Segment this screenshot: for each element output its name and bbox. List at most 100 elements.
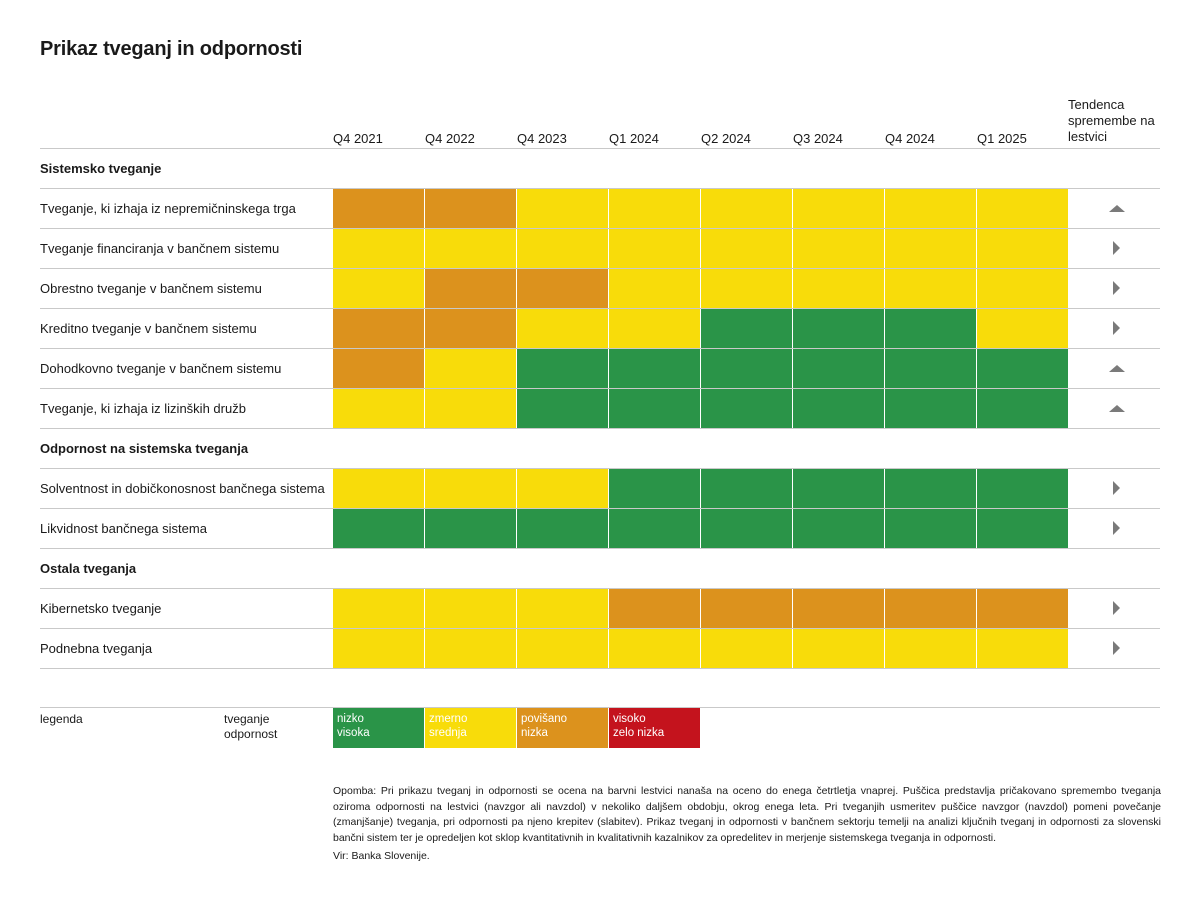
heatmap-cell-green <box>793 309 884 348</box>
trend-header: Tendenca spremembe na lestvici <box>1068 97 1155 144</box>
arrow-right-icon <box>1113 321 1120 335</box>
heatmap-cell-green <box>701 349 792 388</box>
heatmap-cell-yellow <box>517 229 608 268</box>
heatmap-cell-green <box>609 349 700 388</box>
heatmap-cell-yellow <box>701 189 792 228</box>
heatmap-cell-yellow <box>609 189 700 228</box>
heatmap-cell-yellow <box>609 309 700 348</box>
heatmap-cell-orange <box>701 589 792 628</box>
heatmap-cell-yellow <box>517 629 608 668</box>
legend-risk-label: zmerno <box>429 713 468 725</box>
legend-risk-label: nizko <box>337 713 364 725</box>
legend-row-tveganje: tveganje <box>224 712 270 726</box>
grid-line <box>40 588 1160 589</box>
heatmap-cell-green <box>793 389 884 428</box>
arrow-right-icon <box>1113 281 1120 295</box>
legend-swatch-green: nizko visoka <box>333 708 424 748</box>
section-heading: Ostala tveganja <box>40 561 137 576</box>
row-label: Solventnost in dobičkonosnost bančnega s… <box>40 481 325 496</box>
heatmap-cell-orange <box>517 269 608 308</box>
column-header: Q1 2025 <box>977 131 1027 146</box>
heatmap-cell-yellow <box>977 309 1068 348</box>
row-label: Tveganje, ki izhaja iz nepremičninskega … <box>40 201 296 216</box>
arrow-right-icon <box>1113 521 1120 535</box>
heatmap-cell-orange <box>977 589 1068 628</box>
heatmap-cell-orange <box>609 589 700 628</box>
column-header: Q1 2024 <box>609 131 659 146</box>
row-label: Likvidnost bančnega sistema <box>40 521 207 536</box>
heatmap-cell-yellow <box>609 229 700 268</box>
heatmap-cell-yellow <box>333 269 424 308</box>
column-header: Q4 2021 <box>333 131 383 146</box>
arrow-right-icon <box>1113 601 1120 615</box>
heatmap-cell-orange <box>425 309 516 348</box>
heatmap-cell-yellow <box>333 629 424 668</box>
column-header: Q2 2024 <box>701 131 751 146</box>
heatmap-cell-green <box>701 509 792 548</box>
heatmap-cell-green <box>609 509 700 548</box>
heatmap-cell-yellow <box>517 309 608 348</box>
heatmap-cell-green <box>885 309 976 348</box>
heatmap-cell-green <box>793 469 884 508</box>
heatmap-cell-yellow <box>701 229 792 268</box>
arrow-right-icon <box>1113 481 1120 495</box>
column-header: Q4 2024 <box>885 131 935 146</box>
heatmap-cell-yellow <box>977 269 1068 308</box>
grid-line <box>40 468 1160 469</box>
heatmap-cell-yellow <box>425 229 516 268</box>
column-header: Q4 2023 <box>517 131 567 146</box>
grid-line <box>40 508 1160 509</box>
heatmap-cell-yellow <box>425 469 516 508</box>
grid-line <box>40 308 1160 309</box>
heatmap-cell-green <box>425 509 516 548</box>
heatmap-cell-green <box>885 469 976 508</box>
heatmap-cell-yellow <box>609 269 700 308</box>
legend-resilience-label: visoka <box>337 727 370 739</box>
arrow-right-icon <box>1113 641 1120 655</box>
heatmap-cell-yellow <box>885 629 976 668</box>
heatmap-cell-yellow <box>977 229 1068 268</box>
legend-label: legenda <box>40 712 83 726</box>
arrow-up-icon <box>1109 365 1125 372</box>
heatmap-cell-yellow <box>517 469 608 508</box>
heatmap-cell-orange <box>793 589 884 628</box>
row-label: Tveganje, ki izhaja iz lizinških družb <box>40 401 246 416</box>
arrow-right-icon <box>1113 241 1120 255</box>
row-label: Podnebna tveganja <box>40 641 153 656</box>
heatmap-cell-green <box>793 509 884 548</box>
heatmap-cell-green <box>333 509 424 548</box>
grid-line <box>40 428 1160 429</box>
heatmap-cell-yellow <box>425 389 516 428</box>
heatmap-cell-yellow <box>793 629 884 668</box>
row-label: Obrestno tveganje v bančnem sistemu <box>40 281 262 296</box>
row-label: Kreditno tveganje v bančnem sistemu <box>40 321 257 336</box>
heatmap-cell-green <box>701 469 792 508</box>
heatmap-cell-yellow <box>885 229 976 268</box>
grid-line <box>40 148 1160 149</box>
heatmap-cell-yellow <box>701 269 792 308</box>
source: Vir: Banka Slovenije. <box>333 850 430 862</box>
heatmap-cell-orange <box>333 309 424 348</box>
grid-line <box>40 628 1160 629</box>
heatmap-cell-green <box>609 469 700 508</box>
footnote: Opomba: Pri prikazu tveganj in odpornost… <box>333 785 1161 844</box>
heatmap-cell-green <box>793 349 884 388</box>
heatmap-cell-orange <box>333 349 424 388</box>
heatmap-cell-green <box>885 509 976 548</box>
column-header: Q3 2024 <box>793 131 843 146</box>
arrow-up-icon <box>1109 205 1125 212</box>
heatmap-cell-green <box>977 349 1068 388</box>
grid-line <box>40 228 1160 229</box>
heatmap-cell-green <box>517 349 608 388</box>
heatmap-cell-yellow <box>333 389 424 428</box>
heatmap-cell-yellow <box>885 269 976 308</box>
heatmap-cell-green <box>885 389 976 428</box>
grid-line <box>40 548 1160 549</box>
grid-line <box>40 268 1160 269</box>
legend-resilience-label: zelo nizka <box>613 727 665 739</box>
heatmap-cell-orange <box>425 189 516 228</box>
heatmap-cell-yellow <box>793 229 884 268</box>
heatmap-cell-green <box>701 389 792 428</box>
heatmap-cell-yellow <box>701 629 792 668</box>
heatmap-cell-yellow <box>425 589 516 628</box>
